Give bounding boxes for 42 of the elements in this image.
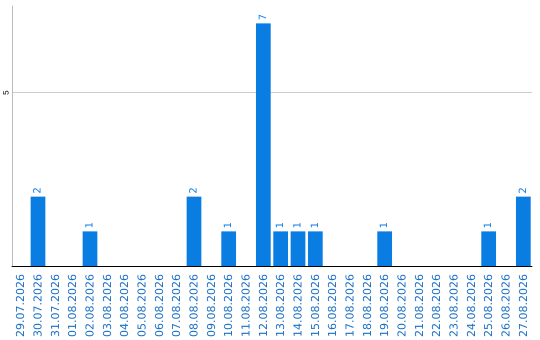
x-tick-label: 20.08.2026 — [396, 274, 408, 338]
data-label: 1 — [379, 222, 390, 228]
x-tick-label: 30.07.2026 — [32, 274, 44, 338]
data-label: 1 — [275, 222, 286, 228]
x-tick-label: 29.07.2026 — [14, 274, 28, 338]
data-label: 1 — [223, 222, 234, 228]
data-label: 1 — [84, 222, 96, 228]
x-tick-label: 23.08.2026 — [448, 274, 460, 338]
x-tick-label: 15.08.2026 — [308, 274, 322, 338]
x-tick-label: 24.08.2026 — [464, 274, 478, 338]
x-tick-label: 12.08.2026 — [256, 274, 270, 338]
x-tick-label: 11.08.2026 — [240, 274, 252, 338]
x-tick-label: 16.08.2026 — [326, 274, 340, 338]
x-tick-label: 13.08.2026 — [274, 274, 288, 338]
x-tick-label: 08.08.2026 — [188, 274, 200, 338]
x-tick-label: 26.08.2026 — [500, 274, 512, 338]
data-label: 7 — [258, 14, 269, 20]
x-tick-label: 07.08.2026 — [170, 274, 184, 338]
data-label: 1 — [310, 222, 321, 228]
x-tick-label: 27.08.2026 — [516, 274, 530, 338]
data-label: 2 — [188, 187, 200, 194]
x-tick-label: 25.08.2026 — [482, 274, 496, 338]
data-label: 1 — [292, 222, 304, 228]
y-tick-label: 5 — [2, 90, 10, 95]
x-tick-label: 05.08.2026 — [136, 274, 148, 338]
x-tick-label: 18.08.2026 — [360, 274, 374, 338]
x-tick-label: 14.08.2026 — [292, 274, 304, 338]
x-tick-label: 01.08.2026 — [66, 274, 80, 338]
x-tick-label: 17.08.2026 — [344, 274, 356, 338]
x-tick-label: 22.08.2026 — [430, 274, 444, 338]
x-tick-label: 21.08.2026 — [412, 274, 426, 338]
data-label: 2 — [518, 187, 529, 194]
x-tick-label: 06.08.2026 — [152, 274, 166, 338]
data-label: 2 — [32, 187, 44, 194]
x-tick-label: 31.07.2026 — [48, 274, 62, 338]
data-label: 1 — [483, 222, 494, 228]
x-tick-label: 09.08.2026 — [204, 274, 218, 338]
x-tick-label: 02.08.2026 — [84, 274, 96, 338]
x-tick-label: 19.08.2026 — [378, 274, 392, 338]
x-tick-label: 04.08.2026 — [118, 274, 132, 338]
x-tick-label: 10.08.2026 — [222, 274, 236, 338]
x-tick-label: 03.08.2026 — [100, 274, 114, 338]
